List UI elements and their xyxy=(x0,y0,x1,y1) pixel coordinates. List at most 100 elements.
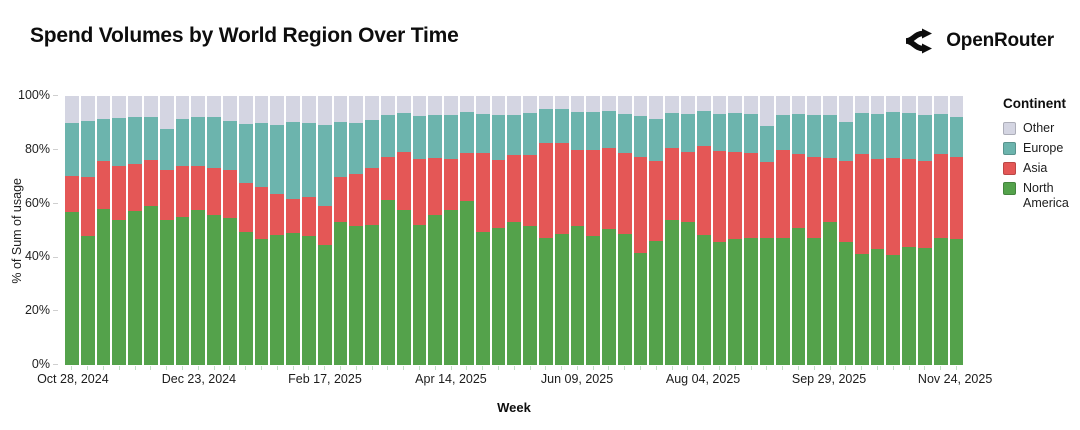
segment-asia[interactable] xyxy=(633,157,648,254)
segment-other[interactable] xyxy=(317,96,332,126)
segment-other[interactable] xyxy=(602,96,616,112)
bar-nov-17-2025[interactable] xyxy=(933,96,948,365)
segment-asia[interactable] xyxy=(254,186,269,239)
segment-asia[interactable] xyxy=(428,158,443,216)
segment-europe[interactable] xyxy=(712,114,727,151)
segment-north-america[interactable] xyxy=(459,200,474,365)
segment-other[interactable] xyxy=(333,96,348,122)
segment-asia[interactable] xyxy=(933,154,948,238)
segment-asia[interactable] xyxy=(918,160,932,248)
segment-other[interactable] xyxy=(159,96,174,129)
segment-asia[interactable] xyxy=(839,160,853,242)
bar-nov-03-2025[interactable] xyxy=(902,96,917,365)
bar-nov-11-2024[interactable] xyxy=(96,96,111,365)
segment-north-america[interactable] xyxy=(839,241,853,365)
segment-other[interactable] xyxy=(96,96,111,119)
segment-other[interactable] xyxy=(491,96,506,116)
segment-europe[interactable] xyxy=(175,118,190,166)
segment-north-america[interactable] xyxy=(523,225,537,365)
segment-north-america[interactable] xyxy=(665,220,680,365)
segment-other[interactable] xyxy=(475,96,490,115)
bar-may-05-2025[interactable] xyxy=(491,96,506,365)
segment-europe[interactable] xyxy=(918,114,932,161)
segment-other[interactable] xyxy=(538,96,553,109)
bar-jan-06-2025[interactable] xyxy=(222,96,237,365)
segment-north-america[interactable] xyxy=(633,253,648,365)
segment-other[interactable] xyxy=(238,96,253,124)
segment-north-america[interactable] xyxy=(918,248,932,365)
segment-other[interactable] xyxy=(791,96,806,114)
bar-jul-21-2025[interactable] xyxy=(665,96,680,365)
segment-asia[interactable] xyxy=(396,151,411,210)
segment-europe[interactable] xyxy=(617,114,632,153)
bar-sep-29-2025[interactable] xyxy=(823,96,838,365)
segment-asia[interactable] xyxy=(744,153,759,238)
bar-jul-14-2025[interactable] xyxy=(649,96,664,365)
segment-north-america[interactable] xyxy=(428,215,443,365)
segment-north-america[interactable] xyxy=(191,210,206,365)
segment-north-america[interactable] xyxy=(475,231,490,365)
bar-nov-25-2024[interactable] xyxy=(128,96,142,365)
segment-europe[interactable] xyxy=(380,115,395,158)
segment-other[interactable] xyxy=(902,96,917,114)
segment-europe[interactable] xyxy=(538,108,553,143)
bar-mar-17-2025[interactable] xyxy=(380,96,395,365)
bar-dec-23-2024[interactable] xyxy=(191,96,206,365)
segment-europe[interactable] xyxy=(554,108,569,143)
segment-asia[interactable] xyxy=(617,152,632,235)
bar-feb-10-2025[interactable] xyxy=(301,96,316,365)
segment-north-america[interactable] xyxy=(933,237,948,365)
bar-feb-17-2025[interactable] xyxy=(317,96,332,365)
segment-asia[interactable] xyxy=(270,194,285,236)
segment-north-america[interactable] xyxy=(491,227,506,365)
segment-other[interactable] xyxy=(254,96,269,124)
segment-europe[interactable] xyxy=(128,117,142,164)
segment-asia[interactable] xyxy=(80,176,95,237)
segment-europe[interactable] xyxy=(602,111,616,149)
segment-other[interactable] xyxy=(80,96,95,121)
segment-europe[interactable] xyxy=(444,115,458,160)
bar-jan-20-2025[interactable] xyxy=(254,96,269,365)
bar-oct-27-2025[interactable] xyxy=(886,96,901,365)
segment-europe[interactable] xyxy=(428,115,443,159)
segment-other[interactable] xyxy=(665,96,680,114)
segment-north-america[interactable] xyxy=(507,222,522,365)
segment-north-america[interactable] xyxy=(728,238,743,365)
bar-aug-25-2025[interactable] xyxy=(744,96,759,365)
bar-dec-09-2024[interactable] xyxy=(159,96,174,365)
bar-oct-20-2025[interactable] xyxy=(870,96,885,365)
segment-north-america[interactable] xyxy=(143,206,158,365)
bar-jul-28-2025[interactable] xyxy=(681,96,695,365)
segment-asia[interactable] xyxy=(380,157,395,200)
segment-other[interactable] xyxy=(301,96,316,124)
segment-asia[interactable] xyxy=(222,169,237,218)
segment-asia[interactable] xyxy=(523,154,537,226)
segment-asia[interactable] xyxy=(507,154,522,223)
segment-other[interactable] xyxy=(396,96,411,114)
segment-other[interactable] xyxy=(523,96,537,114)
segment-europe[interactable] xyxy=(633,116,648,158)
segment-asia[interactable] xyxy=(949,157,964,240)
segment-north-america[interactable] xyxy=(902,247,917,365)
segment-north-america[interactable] xyxy=(775,238,790,365)
segment-asia[interactable] xyxy=(349,173,364,226)
bar-nov-10-2025[interactable] xyxy=(918,96,932,365)
bar-mar-10-2025[interactable] xyxy=(365,96,379,365)
segment-other[interactable] xyxy=(507,96,522,115)
segment-asia[interactable] xyxy=(207,167,221,216)
segment-north-america[interactable] xyxy=(617,234,632,365)
segment-north-america[interactable] xyxy=(538,237,553,365)
segment-north-america[interactable] xyxy=(760,237,774,365)
segment-asia[interactable] xyxy=(365,168,379,226)
segment-north-america[interactable] xyxy=(602,228,616,365)
segment-other[interactable] xyxy=(712,96,727,115)
segment-other[interactable] xyxy=(459,96,474,113)
segment-europe[interactable] xyxy=(143,117,158,160)
segment-europe[interactable] xyxy=(238,123,253,184)
bar-aug-11-2025[interactable] xyxy=(712,96,727,365)
segment-europe[interactable] xyxy=(807,114,822,158)
segment-north-america[interactable] xyxy=(681,222,695,365)
segment-north-america[interactable] xyxy=(444,210,458,365)
segment-europe[interactable] xyxy=(949,117,964,158)
segment-other[interactable] xyxy=(222,96,237,122)
